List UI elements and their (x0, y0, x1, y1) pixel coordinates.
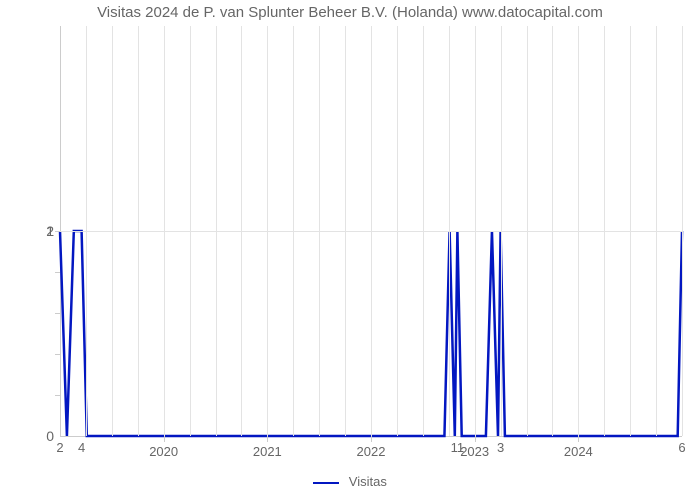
x-data-label: 4 (78, 440, 85, 455)
x-year-tick (578, 436, 579, 442)
gridline-horizontal (60, 231, 682, 232)
x-data-label: 11 (451, 440, 465, 455)
legend-label: Visitas (349, 474, 387, 489)
y-tick-label: 0 (10, 428, 54, 444)
y-minor-tick (55, 354, 60, 355)
y-tick-label: 2 (10, 223, 54, 239)
x-year-tick (164, 436, 165, 442)
x-year-tick (267, 436, 268, 442)
chart-title: Visitas 2024 de P. van Splunter Beheer B… (0, 4, 700, 21)
x-year-label: 2023 (460, 444, 489, 459)
x-year-label: 2021 (253, 444, 282, 459)
x-year-tick (475, 436, 476, 442)
x-data-label: 3 (497, 440, 504, 455)
plot-area (60, 26, 682, 436)
x-year-label: 2024 (564, 444, 593, 459)
gridline-vertical-minor (682, 26, 683, 436)
y-minor-tick (55, 313, 60, 314)
x-year-label: 2020 (149, 444, 178, 459)
x-year-tick (371, 436, 372, 442)
legend-swatch (313, 482, 339, 484)
y-minor-tick (55, 231, 60, 232)
legend: Visitas (0, 474, 700, 489)
y-minor-tick (55, 395, 60, 396)
chart-container: Visitas 2024 de P. van Splunter Beheer B… (0, 0, 700, 500)
y-minor-tick (55, 272, 60, 273)
x-data-label: 6 (678, 440, 685, 455)
x-data-label: 2 (56, 440, 63, 455)
x-year-label: 2022 (357, 444, 386, 459)
